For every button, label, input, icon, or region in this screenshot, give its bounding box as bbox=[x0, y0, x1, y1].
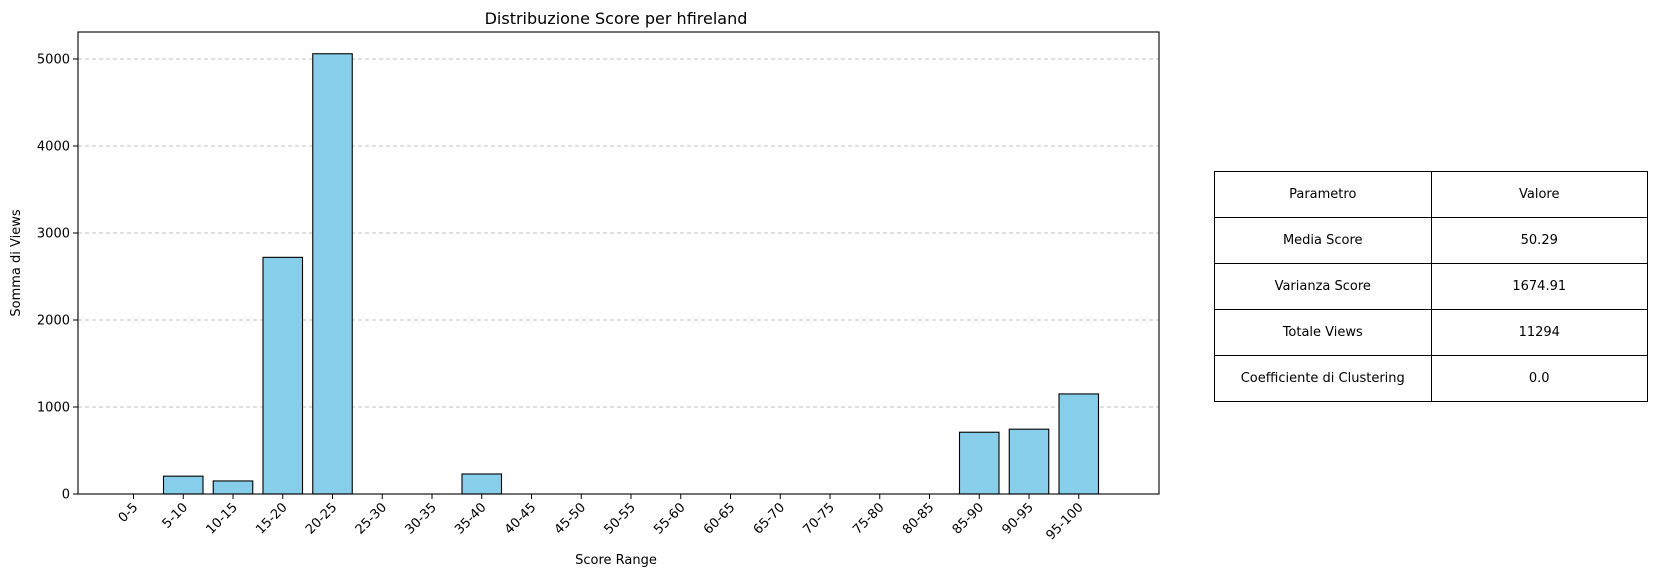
x-tick-label: 0-5 bbox=[116, 500, 142, 526]
table-cell: 1674.91 bbox=[1430, 263, 1648, 310]
table-header-row: Parametro Valore bbox=[1214, 171, 1648, 218]
y-tick-label: 5000 bbox=[37, 52, 70, 67]
table-cell: Totale Views bbox=[1214, 309, 1432, 356]
x-tick-label: 40-45 bbox=[502, 500, 539, 537]
y-tick-label: 0 bbox=[62, 488, 70, 503]
bar-10-15 bbox=[212, 480, 254, 495]
bars bbox=[162, 53, 1100, 495]
table-cell: 50.29 bbox=[1430, 217, 1648, 264]
x-tick-label: 25-30 bbox=[353, 500, 390, 537]
x-tick-label: 70-75 bbox=[801, 500, 838, 537]
x-tick-label: 35-40 bbox=[452, 500, 489, 537]
x-tick-label: 55-60 bbox=[651, 500, 688, 537]
table-row: Totale Views 11294 bbox=[1214, 309, 1648, 356]
gridlines bbox=[78, 58, 1159, 495]
y-tick-label: 3000 bbox=[37, 226, 70, 241]
bar-35-40 bbox=[461, 473, 503, 495]
x-tick-label: 20-25 bbox=[303, 500, 340, 537]
x-tick-label: 65-70 bbox=[751, 500, 788, 537]
x-axis: 0-5 5-10 10-15 15-20 20-25 25-30 30-35 35-40 40-… bbox=[116, 494, 1087, 543]
bar-95-100 bbox=[1058, 393, 1100, 495]
stats-table: Parametro Valore Media Score 50.29 Varia… bbox=[1214, 171, 1648, 402]
x-tick-label: 45-50 bbox=[552, 500, 589, 537]
x-tick-label: 80-85 bbox=[900, 500, 937, 537]
table-cell: 0.0 bbox=[1430, 355, 1648, 402]
plot-frame bbox=[77, 31, 1160, 495]
y-axis-label: Somma di Views bbox=[9, 209, 24, 316]
x-tick-label: 90-95 bbox=[1000, 500, 1037, 537]
bar-90-95 bbox=[1008, 428, 1050, 495]
bar-20-25 bbox=[312, 53, 353, 495]
x-tick-label: 10-15 bbox=[204, 500, 241, 537]
y-axis: 0 1000 2000 3000 4000 5000 bbox=[37, 52, 78, 503]
x-tick-label: 30-35 bbox=[403, 500, 440, 537]
y-tick-label: 1000 bbox=[37, 400, 70, 415]
table-header-cell: Parametro bbox=[1214, 171, 1432, 218]
table-row: Varianza Score 1674.91 bbox=[1214, 263, 1648, 310]
x-tick-label: 5-10 bbox=[160, 500, 191, 531]
x-tick-label: 15-20 bbox=[253, 500, 290, 537]
y-tick-label: 4000 bbox=[37, 139, 70, 154]
table-cell: Coefficiente di Clustering bbox=[1214, 355, 1432, 402]
x-axis-label: Score Range bbox=[575, 553, 657, 568]
bar-85-90 bbox=[958, 431, 1000, 495]
bar-5-10 bbox=[162, 475, 204, 495]
x-tick-label: 85-90 bbox=[950, 500, 987, 537]
table-cell: Varianza Score bbox=[1214, 263, 1432, 310]
x-tick-label: 75-80 bbox=[850, 500, 887, 537]
y-tick-label: 2000 bbox=[37, 313, 70, 328]
x-tick-label: 95-100 bbox=[1043, 500, 1086, 543]
x-tick-label: 60-65 bbox=[701, 500, 738, 537]
table-header-cell: Valore bbox=[1430, 171, 1648, 218]
table-row: Media Score 50.29 bbox=[1214, 217, 1648, 264]
table-row: Coefficiente di Clustering 0.0 bbox=[1214, 355, 1648, 402]
chart-title: Distribuzione Score per hfireland bbox=[485, 9, 748, 28]
table-cell: Media Score bbox=[1214, 217, 1432, 264]
x-tick-label: 50-55 bbox=[602, 500, 639, 537]
table-cell: 11294 bbox=[1430, 309, 1648, 356]
bar-15-20 bbox=[262, 256, 304, 495]
